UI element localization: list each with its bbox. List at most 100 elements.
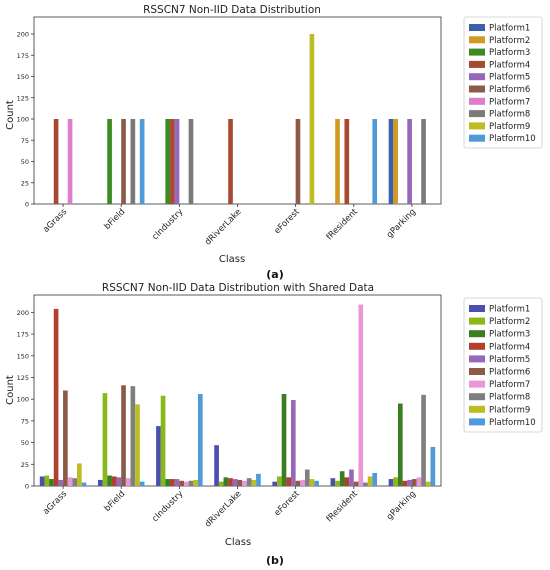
bar (272, 481, 278, 486)
legend-label: Platform10 (489, 134, 536, 144)
legend-a: Platform1 Platform2 Platform3 Platform4 Plat… (463, 16, 543, 149)
x-tick-label: fResident (325, 489, 361, 525)
bar (388, 479, 394, 486)
y-tick-label: 175 (17, 52, 29, 60)
legend-swatch (469, 305, 485, 312)
bar (304, 469, 310, 486)
bar (53, 119, 59, 204)
x-tick-label: fResident (325, 207, 361, 243)
bar (402, 480, 408, 486)
legend-swatch (469, 342, 485, 350)
bar (77, 463, 82, 486)
y-tick-label: 75 (21, 417, 29, 425)
legend-label: Platform3 (489, 48, 530, 58)
bar (170, 479, 175, 486)
bar (218, 481, 224, 486)
bar (256, 473, 261, 486)
bar (367, 476, 373, 486)
bar (97, 479, 103, 486)
bar (188, 480, 194, 486)
caption-b: (b) (266, 554, 284, 567)
bar (53, 308, 59, 486)
x-tick-label: aGrass (41, 489, 69, 517)
legend-swatch (469, 97, 485, 105)
bar (193, 479, 198, 486)
bar (130, 119, 136, 204)
legend-swatch (469, 317, 485, 325)
x-tick-label: gParking (385, 489, 418, 522)
bar (339, 471, 345, 486)
bar (72, 478, 78, 486)
bar (300, 479, 305, 486)
chart-title-b: RSSCN7 Non-IID Data Distribution with Sh… (102, 282, 374, 294)
bar (393, 119, 398, 204)
bar (184, 481, 189, 486)
x-tick-label: eForest (273, 207, 303, 237)
bar (286, 477, 291, 486)
bar (130, 386, 136, 486)
legend-swatch (469, 85, 485, 93)
bar (174, 479, 180, 486)
bar (349, 469, 354, 486)
bar (188, 119, 194, 204)
y-tick-label: 50 (21, 439, 29, 447)
legend-label: Platform6 (489, 85, 530, 95)
bar (251, 479, 257, 486)
bar (372, 119, 378, 204)
bar (407, 479, 412, 486)
legend-swatch (469, 36, 485, 44)
legend-swatch (469, 110, 485, 118)
legend-label: Platform3 (489, 330, 530, 340)
legend-swatch (469, 48, 485, 56)
bar (228, 119, 233, 204)
y-tick-label: 200 (17, 31, 29, 39)
bar (44, 475, 50, 486)
bar (430, 446, 436, 486)
bar (358, 304, 364, 486)
bar (388, 119, 394, 204)
y-tick-label: 50 (21, 158, 29, 166)
bar (121, 119, 126, 204)
x-tick-label: cIndustry (150, 207, 185, 242)
x-tick-label: eForest (273, 489, 303, 519)
bar (135, 404, 140, 486)
legend-label: Platform7 (489, 380, 530, 390)
legend-swatch (469, 393, 485, 401)
plot-frame (33, 16, 442, 205)
x-tick-label: bField (103, 207, 128, 232)
chart-panel-a: RSSCN7 Non-IID Data Distribution 0 25 50 75… (5, 4, 543, 265)
bar (49, 479, 54, 486)
legend-swatch (469, 380, 485, 388)
bar (125, 478, 131, 486)
bar (397, 403, 403, 486)
caption-a: (a) (266, 268, 283, 281)
bar (295, 480, 301, 486)
x-tick-label: cIndustry (150, 489, 185, 524)
bar (174, 119, 180, 204)
x-axis-label-b: Class (225, 537, 251, 548)
bar (407, 119, 412, 204)
x-tick-label: dRiverLake (203, 489, 243, 529)
bar (111, 476, 117, 486)
bar (421, 394, 426, 486)
legend-label: Platform1 (489, 24, 530, 34)
bar (314, 480, 319, 486)
bar (121, 385, 126, 486)
bar (344, 119, 350, 204)
bar (411, 479, 417, 486)
bar (223, 477, 229, 486)
bar (160, 395, 166, 486)
chart-title-a: RSSCN7 Non-IID Data Distribution (143, 4, 321, 16)
y-tick-label: 100 (17, 396, 29, 404)
x-tick-label: aGrass (41, 207, 69, 235)
bar (139, 481, 145, 486)
legend-swatch (469, 73, 485, 81)
bar (63, 390, 68, 486)
bar (309, 479, 315, 486)
plot-frame (33, 294, 442, 487)
y-tick-label: 175 (17, 331, 29, 339)
bar (197, 393, 203, 486)
legend-label: Platform8 (489, 110, 530, 120)
y-tick-label: 25 (21, 461, 29, 469)
